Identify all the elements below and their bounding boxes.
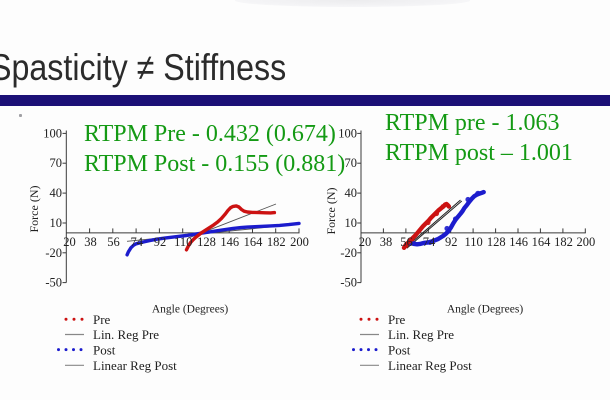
svg-text:40: 40: [345, 186, 358, 200]
svg-text:-50: -50: [45, 276, 62, 290]
svg-text:Post: Post: [388, 343, 411, 358]
svg-text:20: 20: [359, 235, 372, 249]
svg-text:110: 110: [464, 235, 482, 249]
svg-text:10: 10: [345, 216, 358, 230]
svg-text:Force (N): Force (N): [324, 188, 338, 235]
svg-text:100: 100: [43, 126, 62, 140]
svg-text:110: 110: [174, 235, 192, 249]
svg-text:Linear Reg Post: Linear Reg Post: [388, 358, 472, 373]
svg-text:74: 74: [423, 235, 436, 249]
svg-text:Angle (Degrees): Angle (Degrees): [447, 304, 523, 316]
svg-text:164: 164: [532, 235, 552, 249]
svg-text:10: 10: [50, 216, 63, 230]
svg-text:Post: Post: [93, 343, 116, 358]
svg-text:56: 56: [400, 235, 413, 249]
svg-text:74: 74: [131, 235, 144, 249]
svg-text:20: 20: [63, 235, 76, 249]
svg-text:Angle (Degrees): Angle (Degrees): [152, 304, 228, 316]
svg-text:200: 200: [577, 235, 596, 249]
svg-text:146: 146: [509, 235, 528, 249]
svg-text:Lin. Reg Pre: Lin. Reg Pre: [93, 327, 159, 342]
svg-text:-20: -20: [340, 246, 357, 260]
svg-text:Pre: Pre: [388, 312, 406, 327]
svg-text:-20: -20: [45, 246, 62, 260]
svg-text:Force (N): Force (N): [27, 186, 41, 233]
svg-text:164: 164: [244, 235, 264, 249]
svg-text:38: 38: [84, 235, 97, 249]
svg-text:128: 128: [197, 235, 216, 249]
svg-text:70: 70: [345, 156, 358, 170]
svg-text:-50: -50: [340, 276, 357, 290]
svg-text:182: 182: [267, 235, 286, 249]
svg-text:200: 200: [290, 235, 309, 249]
svg-text:146: 146: [220, 235, 239, 249]
svg-text:Lin. Reg Pre: Lin. Reg Pre: [388, 327, 454, 342]
svg-text:70: 70: [50, 156, 63, 170]
svg-text:100: 100: [338, 126, 357, 140]
svg-text:182: 182: [554, 235, 573, 249]
svg-text:38: 38: [380, 235, 393, 249]
svg-text:92: 92: [445, 235, 458, 249]
svg-text:Pre: Pre: [93, 312, 111, 327]
svg-text:56: 56: [107, 235, 120, 249]
svg-text:92: 92: [154, 235, 167, 249]
svg-text:40: 40: [50, 186, 63, 200]
svg-text:128: 128: [487, 235, 506, 249]
svg-text:Linear Reg Post: Linear Reg Post: [93, 358, 177, 373]
